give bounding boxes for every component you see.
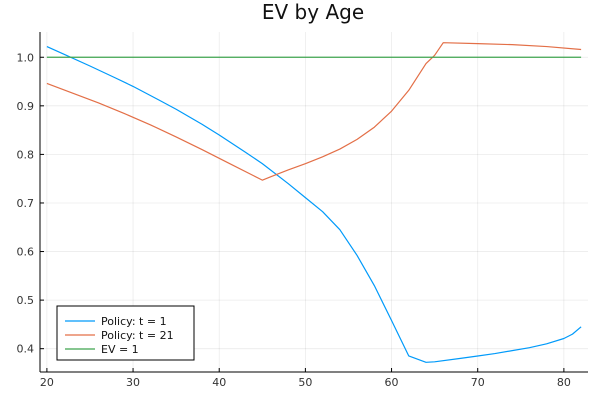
- series-line: [46, 42, 582, 181]
- legend-label: EV = 1: [101, 343, 139, 356]
- y-tick-label: 0.5: [17, 294, 35, 307]
- x-tick-label: 50: [298, 376, 312, 389]
- x-tick-label: 20: [40, 376, 54, 389]
- y-tick-label: 1.0: [17, 51, 35, 64]
- legend-label: Policy: t = 1: [101, 315, 167, 328]
- series-layer: [46, 42, 582, 363]
- x-tick-label: 30: [126, 376, 140, 389]
- y-tick-label: 0.6: [17, 246, 35, 259]
- chart-title: EV by Age: [262, 0, 364, 24]
- y-tick-label: 0.8: [17, 148, 35, 161]
- x-tick-label: 40: [212, 376, 226, 389]
- x-tick-label: 60: [385, 376, 399, 389]
- legend-label: Policy: t = 21: [101, 329, 174, 342]
- y-tick-label: 0.4: [17, 343, 35, 356]
- axes: 20 30 40 50 60 70 80 0.4 0.5 0.6 0.7 0.8 0.9 1.0: [17, 32, 588, 389]
- x-tick-label: 80: [557, 376, 571, 389]
- series-line: [46, 46, 582, 363]
- y-tick-label: 0.9: [17, 100, 35, 113]
- legend-box: [56, 305, 195, 361]
- x-tick-label: 70: [471, 376, 485, 389]
- y-tick-label: 0.7: [17, 197, 35, 210]
